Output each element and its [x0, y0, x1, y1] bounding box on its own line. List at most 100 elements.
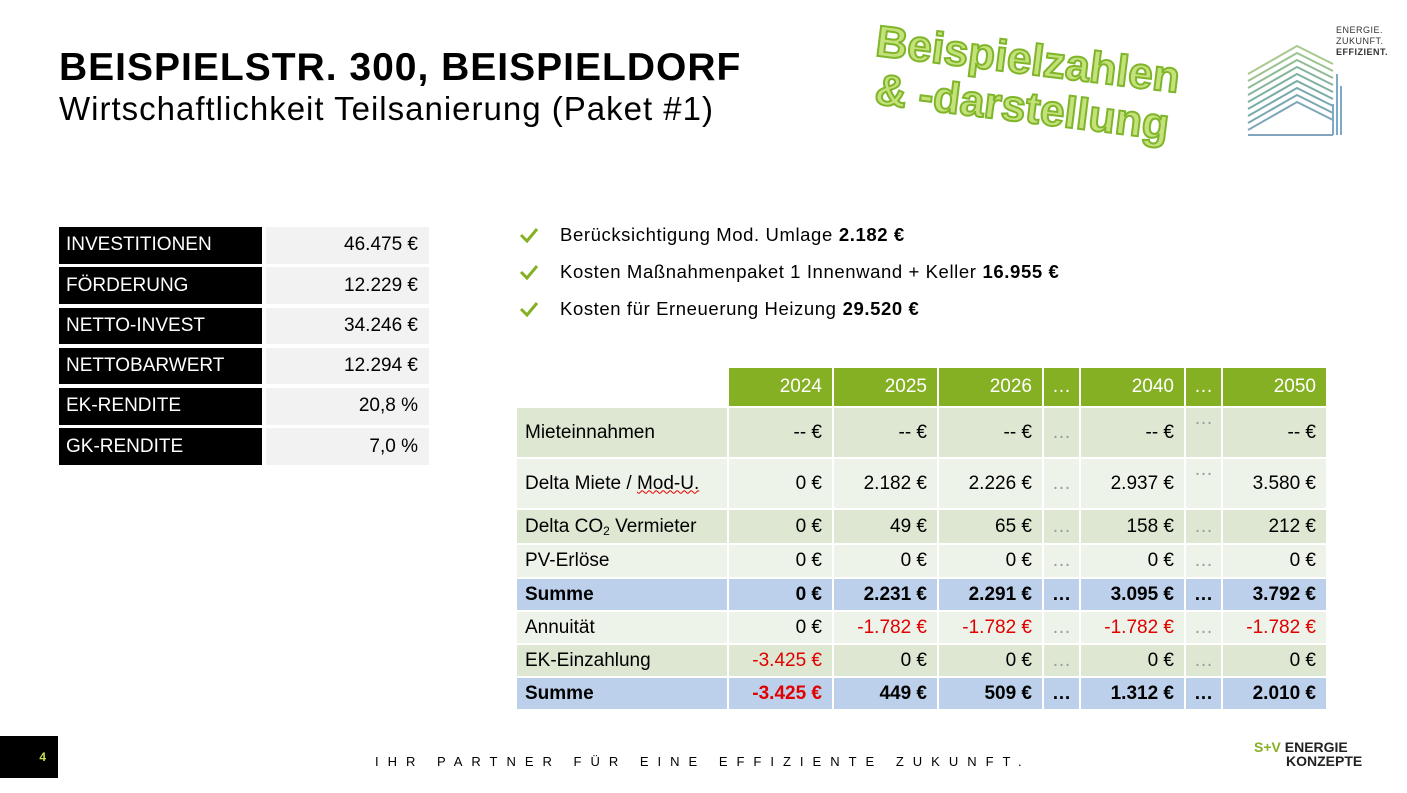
kpi-row: NETTO-INVEST 34.246 € — [59, 307, 429, 345]
table-cell: 65 € — [939, 510, 1042, 543]
table-cell: -1.782 € — [1223, 612, 1326, 643]
table-cell: 0 € — [834, 645, 937, 676]
row-label-part: Delta CO — [525, 515, 604, 537]
table-cell: -- € — [939, 408, 1042, 457]
page-subtitle: Wirtschaftlichkeit Teilsanierung (Paket … — [59, 90, 714, 127]
table-cell: 0 € — [939, 645, 1042, 676]
kpi-value: 7,0 % — [266, 428, 429, 465]
kpi-label: FÖRDERUNG — [59, 267, 262, 304]
kpi-row: EK-RENDITE 20,8 % — [59, 388, 429, 425]
kpi-label: GK-RENDITE — [59, 428, 262, 465]
table-cell: -- € — [834, 408, 937, 457]
row-label-part: Delta Miete / — [525, 472, 637, 494]
row-label-part: Vermieter — [609, 515, 697, 537]
table-cell: 0 € — [729, 510, 832, 543]
header-corner — [517, 368, 727, 406]
row-label: Delta CO2 Vermieter — [517, 510, 727, 543]
table-cell: 0 € — [729, 612, 832, 643]
row-label: Summe — [517, 579, 727, 610]
table-cell: … — [1186, 612, 1221, 643]
table-cell: 49 € — [834, 510, 937, 543]
column-header: 2040 — [1081, 368, 1184, 406]
table-cell: … — [1186, 645, 1221, 676]
page-number: 4 — [0, 736, 58, 778]
building-logo-icon — [1247, 44, 1342, 136]
table-cell: -1.782 € — [834, 612, 937, 643]
brand-logo: S+V ENERGIE KONZEPTE — [1254, 740, 1362, 768]
row-label: EK-Einzahlung — [517, 645, 727, 676]
table-cell: 212 € — [1223, 510, 1326, 543]
sum-row: Summe -3.425 € 449 € 509 € … 1.312 € … 2… — [517, 678, 1326, 709]
table-cell: … — [1044, 645, 1079, 676]
row-label: Annuität — [517, 612, 727, 643]
table-cell: -- € — [729, 408, 832, 457]
table-row: Mieteinnahmen -- € -- € -- € … -- € … --… — [517, 408, 1326, 457]
table-cell: 158 € — [1081, 510, 1184, 543]
table-cell: 509 € — [939, 678, 1042, 709]
bullet-list: Berücksichtigung Mod. Umlage 2.182 € Kost… — [518, 216, 1059, 327]
table-cell: -- € — [1223, 408, 1326, 457]
table-cell: 3.792 € — [1223, 579, 1326, 610]
row-label-part: Mod-U. — [636, 472, 700, 494]
table-header-row: 2024 2025 2026 … 2040 … 2050 — [517, 368, 1326, 406]
row-label-subscript: 2 — [603, 523, 610, 538]
table-cell: 2.937 € — [1081, 459, 1184, 508]
table-cell: 0 € — [729, 579, 832, 610]
cashflow-table: 2024 2025 2026 … 2040 … 2050 Mieteinnahm… — [515, 366, 1328, 711]
footer-tagline: IHR PARTNER FÜR EINE EFFIZIENTE ZUKUNFT. — [375, 754, 1031, 769]
table-cell: … — [1186, 459, 1221, 508]
table-cell: 2.226 € — [939, 459, 1042, 508]
logo-line-3: EFFIZIENT. — [1336, 47, 1388, 57]
kpi-row: INVESTITIONEN 46.475 € — [59, 227, 429, 264]
table-cell: … — [1044, 510, 1079, 543]
table-cell: … — [1044, 459, 1079, 508]
kpi-table: INVESTITIONEN 46.475 € FÖRDERUNG 12.229 … — [59, 227, 429, 469]
table-cell: 0 € — [1081, 645, 1184, 676]
bullet-value: 29.520 € — [842, 297, 920, 319]
brand-line-1: ENERGIE — [1284, 739, 1348, 755]
table-cell: 0 € — [729, 459, 832, 508]
logo-line-2: ZUKUNFT. — [1336, 36, 1384, 46]
kpi-value: 12.229 € — [266, 267, 429, 304]
table-row: EK-Einzahlung -3.425 € 0 € 0 € … 0 € … 0… — [517, 645, 1326, 676]
row-label: PV-Erlöse — [517, 545, 727, 577]
brand-sv: S+V — [1254, 739, 1281, 755]
table-row: Annuität 0 € -1.782 € -1.782 € … -1.782 … — [517, 612, 1326, 643]
row-label: Summe — [517, 678, 727, 709]
table-cell: 0 € — [939, 545, 1042, 577]
table-row: Delta CO2 Vermieter 0 € 49 € 65 € … 158 … — [517, 510, 1326, 543]
kpi-label: EK-RENDITE — [59, 388, 262, 425]
bullet-value: 2.182 € — [838, 223, 905, 245]
kpi-row: NETTOBARWERT 12.294 € — [59, 347, 429, 385]
table-cell: 2.182 € — [834, 459, 937, 508]
bullet-item: Kosten für Erneuerung Heizung 29.520 € — [518, 290, 1059, 327]
kpi-value: 34.246 € — [266, 307, 429, 345]
checkmark-icon — [519, 301, 539, 317]
table-cell: 2.291 € — [939, 579, 1042, 610]
table-cell: … — [1044, 612, 1079, 643]
kpi-value: 20,8 % — [266, 388, 429, 425]
kpi-row: GK-RENDITE 7,0 % — [59, 428, 429, 465]
logo-line-1: ENERGIE. — [1336, 25, 1384, 35]
table-cell: … — [1186, 408, 1221, 457]
column-header: 2026 — [939, 368, 1042, 406]
table-row: PV-Erlöse 0 € 0 € 0 € … 0 € … 0 € — [517, 545, 1326, 577]
table-cell: 0 € — [1223, 645, 1326, 676]
table-cell: … — [1044, 678, 1079, 709]
table-cell: … — [1186, 545, 1221, 577]
table-cell: … — [1186, 678, 1221, 709]
checkmark-icon — [519, 227, 539, 243]
bullet-text: Kosten Maßnahmenpaket 1 Innenwand + Kell… — [560, 260, 977, 282]
kpi-label: INVESTITIONEN — [59, 227, 262, 264]
logo-tagline: ENERGIE. ZUKUNFT. EFFIZIENT. — [1336, 25, 1388, 58]
kpi-value: 46.475 € — [266, 227, 429, 264]
column-header: … — [1044, 368, 1079, 406]
table-cell: 2.231 € — [834, 579, 937, 610]
row-label: Mieteinnahmen — [517, 408, 727, 457]
brand-line-2: KONZEPTE — [1286, 753, 1363, 769]
column-header: 2025 — [834, 368, 937, 406]
bullet-text: Kosten für Erneuerung Heizung — [560, 297, 837, 319]
bullet-text: Berücksichtigung Mod. Umlage — [560, 223, 833, 245]
table-cell: 0 € — [1081, 545, 1184, 577]
table-cell: -1.782 € — [1081, 612, 1184, 643]
